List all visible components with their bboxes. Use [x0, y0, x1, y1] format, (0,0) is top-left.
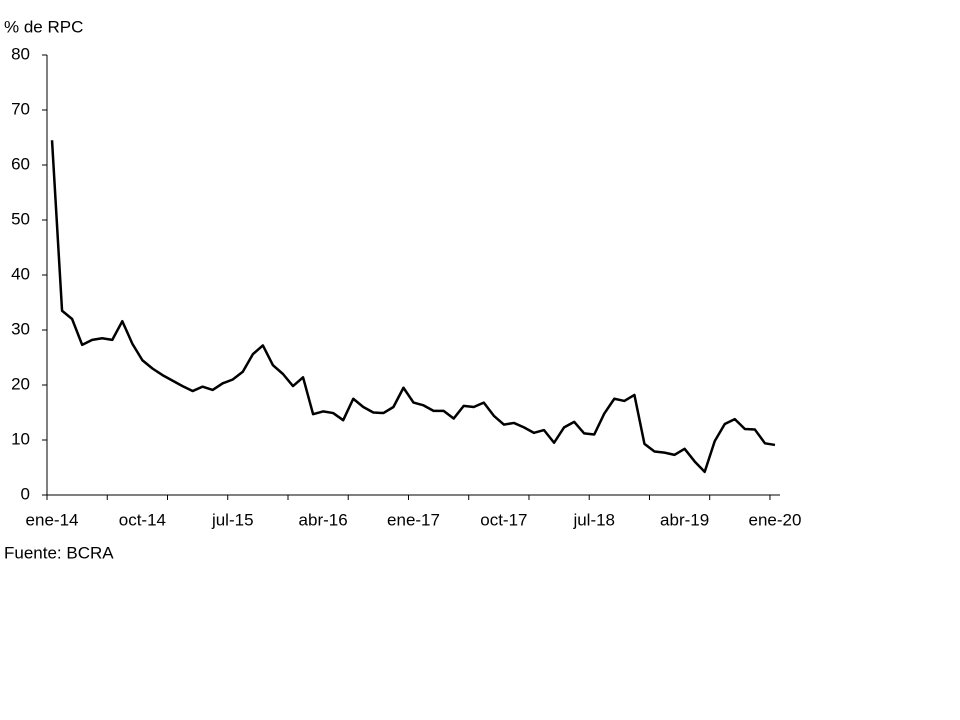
y-tick-label: 0	[21, 484, 30, 503]
y-tick-label: 80	[11, 44, 30, 63]
y-tick-label: 50	[11, 209, 30, 228]
series-line	[50, 140, 776, 474]
x-tick-label: oct-14	[119, 510, 166, 529]
x-tick-label: ene-20	[749, 510, 802, 529]
y-tick-label: 20	[11, 374, 30, 393]
source-note: Fuente: BCRA	[4, 543, 114, 562]
y-tick-label: 10	[11, 429, 30, 448]
x-tick-label: abr-19	[660, 510, 709, 529]
y-axis-label: % de RPC	[4, 17, 83, 36]
y-tick-label: 40	[11, 264, 30, 283]
y-tick-label: 70	[11, 99, 30, 118]
x-tick-label: jul-15	[211, 510, 254, 529]
x-tick-label: jul-18	[572, 510, 615, 529]
y-tick-label: 30	[11, 319, 30, 338]
x-tick-label: ene-14	[26, 510, 79, 529]
x-tick-label: oct-17	[480, 510, 527, 529]
x-tick-label: abr-16	[299, 510, 348, 529]
y-tick-label: 60	[11, 154, 30, 173]
x-tick-label: ene-17	[387, 510, 440, 529]
